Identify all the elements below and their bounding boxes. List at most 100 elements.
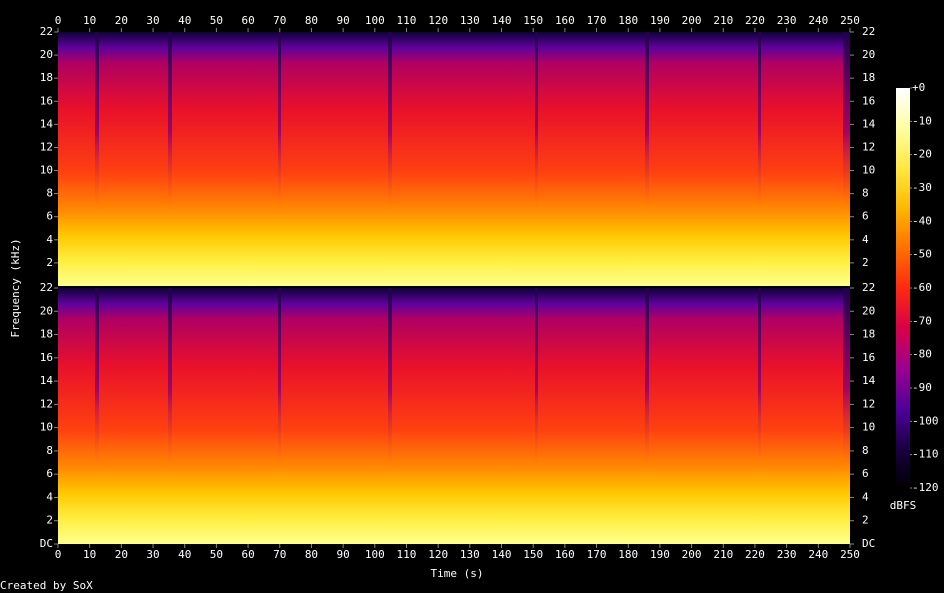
x-tick-label-bottom: 140 <box>492 548 512 561</box>
x-axis-label: Time (s) <box>431 567 484 580</box>
quiet-strip <box>758 288 761 544</box>
colorbar-tick-label: -20 <box>912 148 932 161</box>
x-tick-label-top: 50 <box>210 14 223 27</box>
quiet-strip <box>168 32 172 286</box>
x-tick-label-top: 190 <box>650 14 670 27</box>
quiet-strip <box>95 288 99 544</box>
x-tick-label-top: 20 <box>115 14 128 27</box>
y-tick-label-left: 10 <box>40 164 53 177</box>
x-tick-label-bottom: 100 <box>365 548 385 561</box>
y-tick-label-right: 22 <box>862 281 875 294</box>
colorbar-tick-label: -50 <box>912 248 932 261</box>
colorbar-tick-label: -10 <box>912 114 932 127</box>
y-tick-label-right: 20 <box>862 304 875 317</box>
y-tick-label-right: 12 <box>862 397 875 410</box>
colorbar-tick-label: -120 <box>912 481 939 494</box>
x-tick-label-top: 200 <box>682 14 702 27</box>
y-tick-label-left: 12 <box>40 140 53 153</box>
y-tick-label-right: 14 <box>862 374 876 387</box>
x-tick-label-bottom: 130 <box>460 548 480 561</box>
quiet-strip <box>535 288 538 544</box>
x-tick-label-top: 30 <box>146 14 159 27</box>
x-tick-label-top: 210 <box>713 14 733 27</box>
x-tick-label-top: 240 <box>808 14 828 27</box>
y-tick-label-left: DC <box>40 537 53 550</box>
x-tick-label-top: 0 <box>55 14 62 27</box>
colorbar-tick-label: -40 <box>912 214 932 227</box>
colorbar-tick-label: -90 <box>912 381 932 394</box>
x-tick-label-bottom: 150 <box>523 548 543 561</box>
colorbar <box>896 88 910 488</box>
quiet-strip <box>843 32 850 286</box>
quiet-strip <box>645 32 649 286</box>
x-tick-label-top: 180 <box>618 14 638 27</box>
y-tick-label-right: 4 <box>862 490 869 503</box>
x-tick-label-top: 160 <box>555 14 575 27</box>
x-tick-label-top: 40 <box>178 14 191 27</box>
x-tick-label-bottom: 220 <box>745 548 765 561</box>
x-tick-label-top: 250 <box>840 14 860 27</box>
y-tick-label-right: 22 <box>862 25 875 38</box>
colorbar-tick-label: -100 <box>912 414 939 427</box>
quiet-strip <box>843 288 850 544</box>
y-tick-label-left: 10 <box>40 421 53 434</box>
y-tick-label-left: 20 <box>40 48 53 61</box>
x-tick-label-top: 170 <box>587 14 607 27</box>
x-tick-label-bottom: 190 <box>650 548 670 561</box>
x-tick-label-bottom: 30 <box>146 548 159 561</box>
credit: Created by SoX <box>0 579 93 592</box>
x-tick-label-bottom: 200 <box>682 548 702 561</box>
x-tick-label-bottom: 160 <box>555 548 575 561</box>
y-tick-label-left: 16 <box>40 351 53 364</box>
y-tick-label-left: 6 <box>46 467 53 480</box>
colorbar-tick-label: -60 <box>912 281 932 294</box>
colorbar-tick-label: -80 <box>912 348 932 361</box>
x-tick-label-bottom: 70 <box>273 548 286 561</box>
y-tick-label-left: 8 <box>46 444 53 457</box>
quiet-strip <box>95 32 99 286</box>
y-tick-label-right: 8 <box>862 187 869 200</box>
y-tick-label-left: 18 <box>40 328 53 341</box>
y-tick-label-left: 14 <box>40 117 54 130</box>
quiet-strip <box>168 288 172 544</box>
y-tick-label-left: 2 <box>46 256 53 269</box>
colorbar-tick-label: -70 <box>912 314 932 327</box>
x-tick-label-bottom: 110 <box>397 548 417 561</box>
y-tick-label-right: 12 <box>862 140 875 153</box>
y-tick-label-right: 16 <box>862 351 875 364</box>
channel-2-image <box>58 288 850 544</box>
x-tick-label-top: 110 <box>397 14 417 27</box>
x-tick-label-bottom: 90 <box>336 548 349 561</box>
y-tick-label-right: 2 <box>862 256 869 269</box>
x-tick-label-bottom: 240 <box>808 548 828 561</box>
y-tick-label-right: DC <box>862 537 875 550</box>
y-tick-label-right: 2 <box>862 514 869 527</box>
x-tick-label-top: 140 <box>492 14 512 27</box>
x-tick-label-top: 70 <box>273 14 286 27</box>
x-tick-label-bottom: 50 <box>210 548 223 561</box>
x-tick-label-top: 130 <box>460 14 480 27</box>
x-tick-label-top: 220 <box>745 14 765 27</box>
y-tick-label-left: 18 <box>40 71 53 84</box>
channel-1-image <box>58 32 850 286</box>
x-tick-label-bottom: 230 <box>777 548 797 561</box>
x-tick-label-bottom: 0 <box>55 548 62 561</box>
quiet-strip <box>388 32 392 286</box>
y-tick-label-left: 20 <box>40 304 53 317</box>
x-tick-label-bottom: 40 <box>178 548 191 561</box>
plots <box>58 32 850 544</box>
x-tick-label-bottom: 20 <box>115 548 128 561</box>
quiet-strip <box>278 32 281 286</box>
x-tick-label-top: 150 <box>523 14 543 27</box>
y-tick-label-right: 6 <box>862 210 869 223</box>
y-tick-label-right: 8 <box>862 444 869 457</box>
y-tick-label-left: 4 <box>46 490 53 503</box>
colorbar-label: dBFS <box>890 499 917 512</box>
y-tick-label-left: 12 <box>40 397 53 410</box>
x-tick-label-top: 230 <box>777 14 797 27</box>
y-tick-label-right: 14 <box>862 117 876 130</box>
y-tick-label-right: 18 <box>862 71 875 84</box>
y-tick-label-right: 10 <box>862 421 875 434</box>
x-tick-label-bottom: 60 <box>241 548 254 561</box>
